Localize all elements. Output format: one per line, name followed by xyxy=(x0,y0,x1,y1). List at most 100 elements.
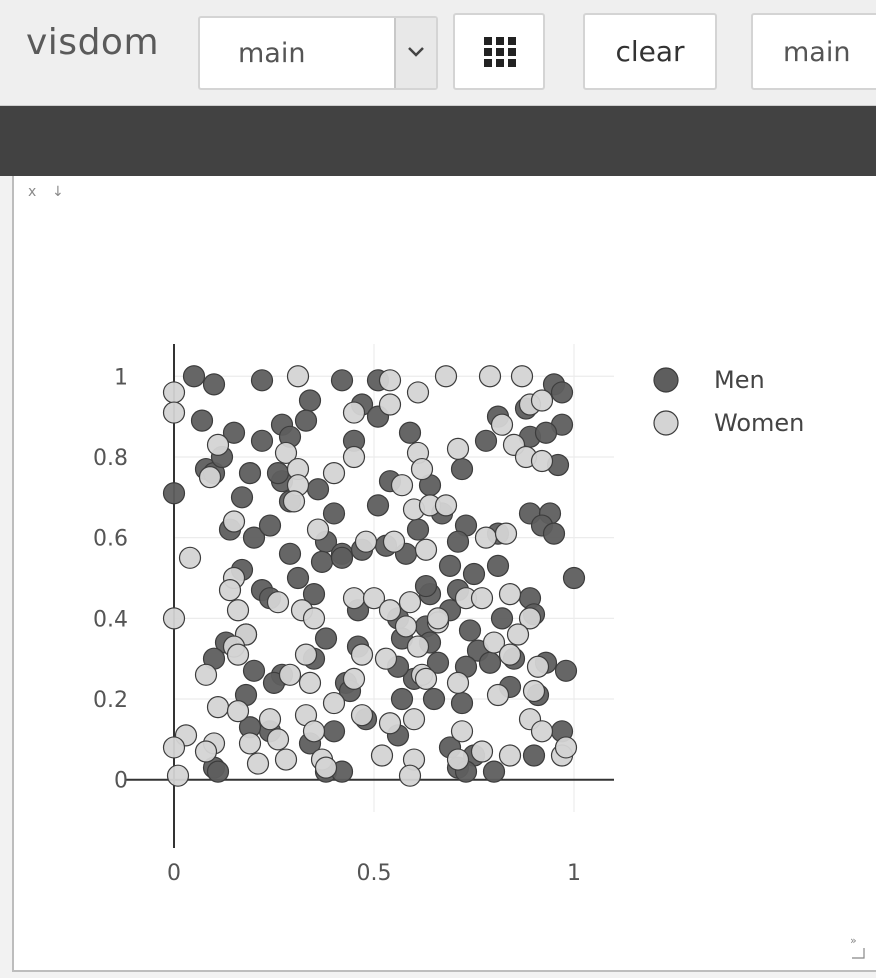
resize-handle-icon[interactable]: » xyxy=(848,932,868,962)
men-point xyxy=(534,421,558,444)
women-point xyxy=(506,623,530,646)
y-tick-label: 0.8 xyxy=(93,446,128,471)
women-point xyxy=(166,764,190,787)
environment-select[interactable]: main xyxy=(198,16,438,90)
men-point xyxy=(314,627,338,650)
x-tick-label: 1 xyxy=(567,861,581,886)
men-point xyxy=(310,550,334,573)
women-point xyxy=(446,748,470,771)
women-point xyxy=(342,587,366,610)
women-point xyxy=(274,748,298,771)
women-point xyxy=(342,667,366,690)
women-point xyxy=(470,740,494,763)
men-point xyxy=(278,542,302,565)
men-point xyxy=(230,486,254,509)
legend-label: Men xyxy=(714,366,765,394)
women-point xyxy=(354,530,378,553)
women-point xyxy=(246,752,270,775)
women-point xyxy=(194,663,218,686)
men-point xyxy=(286,566,310,590)
women-point xyxy=(510,365,534,388)
men-point xyxy=(426,651,450,674)
women-point xyxy=(398,591,422,614)
men-point xyxy=(458,619,482,642)
men-point xyxy=(190,409,214,432)
women-point xyxy=(342,445,366,469)
women-point xyxy=(482,631,506,654)
women-point xyxy=(374,647,398,670)
women-point xyxy=(206,696,230,719)
women-point xyxy=(434,365,458,388)
women-point xyxy=(350,643,374,666)
men-point xyxy=(462,562,486,586)
men-point xyxy=(478,651,502,674)
men-point xyxy=(258,514,282,537)
men-point xyxy=(238,462,262,485)
women-point xyxy=(226,700,250,723)
women-point xyxy=(314,756,338,779)
men-point xyxy=(490,607,514,630)
women-point xyxy=(278,663,302,686)
men-point xyxy=(474,429,498,452)
women-point xyxy=(426,607,450,630)
men-point xyxy=(322,502,346,525)
chevron-down-icon xyxy=(408,47,424,57)
scatter-chart[interactable]: 0 0.2 0.4 0.6 0.8 1 0 0.5 1 Men Women xyxy=(14,176,874,966)
women-point xyxy=(494,522,518,545)
women-point xyxy=(302,607,326,630)
men-point xyxy=(242,526,266,549)
women-point xyxy=(198,466,222,489)
men-point xyxy=(438,554,462,577)
women-point xyxy=(282,490,306,513)
women-point xyxy=(486,683,510,707)
men-point xyxy=(390,687,414,711)
men-point xyxy=(242,659,266,682)
men-point xyxy=(450,457,474,481)
men-point xyxy=(250,429,274,452)
women-point xyxy=(218,579,242,602)
plot-pane: x ↓ 0 0.2 0.4 0.6 0.8 1 0 0.5 1 Men Women » xyxy=(12,176,876,972)
legend-label: Women xyxy=(714,409,804,437)
women-point xyxy=(266,728,290,751)
men-point xyxy=(366,494,390,517)
men-point xyxy=(330,546,354,569)
environment-name-input[interactable]: main xyxy=(751,13,876,90)
women-point xyxy=(522,679,546,703)
legend-marker xyxy=(653,367,679,393)
women-point xyxy=(378,712,402,735)
clear-button[interactable]: clear xyxy=(583,13,717,90)
men-point xyxy=(554,659,578,682)
women-point xyxy=(406,381,430,404)
women-point xyxy=(530,720,554,743)
women-point xyxy=(414,667,438,690)
y-tick-label: 0 xyxy=(114,769,128,794)
y-tick-label: 1 xyxy=(114,365,128,390)
women-point xyxy=(206,433,230,456)
men-point xyxy=(406,518,430,541)
x-tick-label: 0.5 xyxy=(357,861,392,886)
men-point xyxy=(330,369,354,392)
men-point xyxy=(250,369,274,392)
women-point xyxy=(322,691,346,715)
top-toolbar: visdom main clear main xyxy=(0,0,876,106)
women-point xyxy=(518,607,542,630)
women-point xyxy=(162,381,186,404)
women-point xyxy=(394,615,418,638)
women-point xyxy=(302,720,326,743)
environment-select-value: main xyxy=(238,38,306,69)
men-point xyxy=(294,409,318,432)
layout-grid-button[interactable] xyxy=(453,13,545,90)
men-point xyxy=(562,566,586,590)
close-pane-button[interactable]: x xyxy=(28,184,37,200)
men-point xyxy=(182,365,206,388)
women-point xyxy=(222,510,246,533)
women-point xyxy=(530,389,554,412)
women-point xyxy=(382,530,406,553)
environment-select-toggle[interactable] xyxy=(394,18,436,88)
women-point xyxy=(258,708,282,731)
download-pane-button[interactable]: ↓ xyxy=(52,184,64,200)
environment-name-value: main xyxy=(783,37,851,68)
women-point xyxy=(362,587,386,610)
men-point xyxy=(550,381,574,404)
